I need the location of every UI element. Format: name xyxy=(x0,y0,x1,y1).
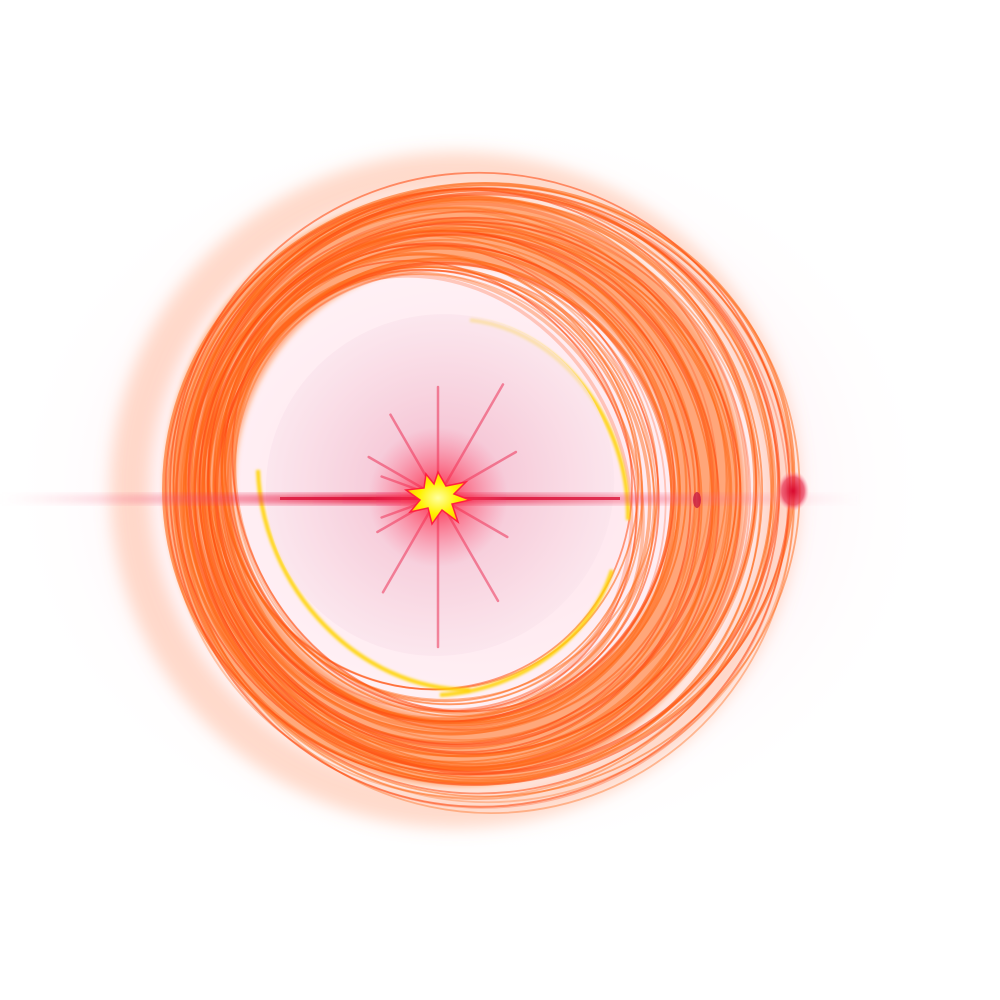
lens-ghost-small xyxy=(693,492,701,508)
ring-line xyxy=(223,259,638,713)
ring-line xyxy=(221,257,677,727)
orbital-rings xyxy=(162,171,801,814)
ring-line xyxy=(175,187,789,809)
ring-highlight-arc xyxy=(439,569,614,697)
ring-highlight-arc xyxy=(256,469,471,692)
ring-line xyxy=(233,273,639,706)
ring-line xyxy=(172,184,801,798)
ring-line xyxy=(224,253,655,714)
ring-line xyxy=(187,191,781,775)
ring-line xyxy=(217,238,687,724)
ring-line xyxy=(162,181,796,785)
ring-line xyxy=(169,171,791,808)
core-star xyxy=(403,470,473,526)
ring-line xyxy=(184,188,773,781)
ring-line xyxy=(202,229,699,735)
ring-line xyxy=(181,182,795,814)
ring-line xyxy=(182,227,737,763)
ring-line xyxy=(220,252,656,718)
ring-line xyxy=(212,226,714,765)
lens-ghost-blob xyxy=(777,471,809,511)
